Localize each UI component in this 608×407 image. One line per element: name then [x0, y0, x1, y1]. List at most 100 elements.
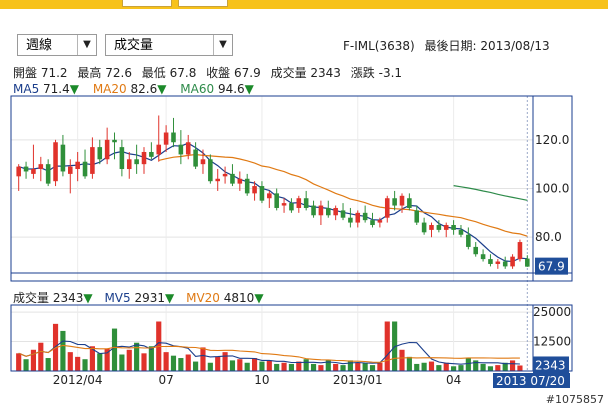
ma60-line — [453, 185, 528, 201]
volume-bar — [480, 363, 486, 371]
volume-bar — [148, 346, 154, 371]
x-tick-label: 07 — [158, 373, 173, 387]
volume-bar — [303, 359, 309, 371]
volume-bar — [82, 359, 88, 371]
volume-bar — [502, 362, 508, 371]
candle-body — [141, 151, 147, 165]
mv5-label: MV5 — [104, 291, 131, 305]
volume-bar — [517, 365, 523, 371]
candle-body — [311, 205, 316, 216]
mv20-value: 4810 — [223, 291, 255, 305]
indicator-select-value: 成交量 — [114, 38, 154, 53]
volume-bar — [406, 356, 412, 371]
ma5-label: MA5 — [13, 82, 40, 96]
candle-body — [384, 198, 390, 218]
candle-body — [407, 198, 412, 208]
last-price-label: 67.9 — [538, 260, 565, 274]
candle-body — [97, 147, 103, 160]
volume-bar — [340, 365, 346, 371]
last-volume-label: 2343 — [535, 358, 566, 372]
candle-body — [377, 220, 383, 223]
candle-body — [171, 132, 176, 143]
candle-body — [200, 159, 206, 165]
volume-bar — [215, 356, 221, 371]
candle-body — [252, 186, 257, 194]
volume-bar — [119, 354, 125, 371]
indicator-select[interactable]: 成交量 ▼ — [105, 34, 233, 56]
ma5-value: 71.4 — [43, 82, 70, 96]
stat-value: 72.6 — [105, 66, 132, 80]
candle-body — [45, 164, 51, 184]
volume-bar — [310, 363, 317, 371]
candle-body — [510, 256, 515, 267]
volume-bar — [237, 359, 243, 371]
x-tick-label: 2012/04 — [53, 373, 103, 387]
last-date-label: 最後日期: — [424, 39, 477, 53]
volume-bar — [16, 353, 22, 371]
down-arrow-icon: ▼ — [244, 82, 254, 96]
top-input-box[interactable] — [122, 0, 172, 7]
candle-body — [230, 173, 235, 184]
volume-bar — [399, 349, 405, 371]
volume-bar — [281, 362, 287, 371]
volume-bar — [67, 352, 73, 371]
top-button-box[interactable] — [178, 0, 228, 7]
ma20-value: 82.6 — [130, 82, 158, 96]
down-arrow-icon: ▼ — [83, 291, 93, 305]
stat-label: 最低 — [141, 66, 166, 80]
watermark: #1075857 — [545, 393, 604, 406]
volume-bar — [45, 358, 51, 371]
volume-bar — [414, 363, 420, 371]
candle-body — [436, 225, 442, 230]
x-tick-label: 04 — [446, 373, 461, 387]
candle-body — [429, 225, 434, 230]
stat-label: 成交量 — [270, 66, 307, 80]
candle-body — [370, 220, 375, 226]
volume-bar — [97, 353, 103, 371]
candle-body — [68, 166, 73, 174]
volume-bar — [347, 360, 353, 371]
volume-bar — [296, 361, 302, 371]
volume-bar — [509, 360, 516, 371]
volume-bar — [170, 355, 177, 371]
ma20-label: MA20 — [92, 82, 127, 96]
candle-body — [134, 159, 139, 165]
stat-value: -3.1 — [378, 66, 403, 80]
x-tick-label: 2013/01 — [333, 373, 383, 387]
down-arrow-icon: ▼ — [157, 82, 167, 96]
cursor-date-label: 2013 07/20 — [496, 374, 565, 388]
down-arrow-icon: ▼ — [165, 291, 175, 305]
candle-body — [244, 178, 250, 194]
volume-tick-label: 12500 — [533, 335, 571, 349]
stat-label: 收盤 — [206, 66, 231, 80]
volume-bar — [126, 349, 132, 371]
candle-body — [480, 254, 486, 260]
mv20-label: MV20 — [186, 291, 220, 305]
candle-body — [119, 147, 125, 170]
chevron-down-icon[interactable]: ▼ — [213, 35, 232, 55]
period-select[interactable]: 週線 ▼ — [17, 34, 97, 56]
ohlc-stats-row: 開盤 71.2 最高 72.6 最低 67.8 收盤 67.9 成交量 2343… — [13, 64, 402, 81]
candle-body — [82, 161, 88, 177]
candle-body — [156, 144, 162, 155]
volume-bar — [244, 362, 250, 371]
price-tick-label: 120.0 — [535, 133, 569, 147]
candle-body — [502, 261, 508, 267]
stat-value: 2343 — [310, 66, 341, 80]
candle-body — [267, 193, 272, 199]
cursor-date-box — [493, 373, 570, 388]
volume-bar — [333, 363, 339, 371]
volume-bar — [89, 346, 95, 371]
volume-bar — [288, 363, 295, 371]
candle-body — [281, 203, 287, 206]
mv20-line — [18, 344, 520, 363]
down-arrow-icon: ▼ — [254, 291, 264, 305]
candle-body — [259, 186, 265, 201]
chevron-down-icon[interactable]: ▼ — [77, 35, 96, 55]
volume-bar — [362, 362, 368, 371]
price-tick-label: 80.0 — [535, 230, 562, 244]
candle-body — [421, 222, 427, 233]
volume-bar — [369, 365, 376, 371]
volume-bar — [193, 361, 199, 371]
last-volume-box — [533, 356, 569, 374]
